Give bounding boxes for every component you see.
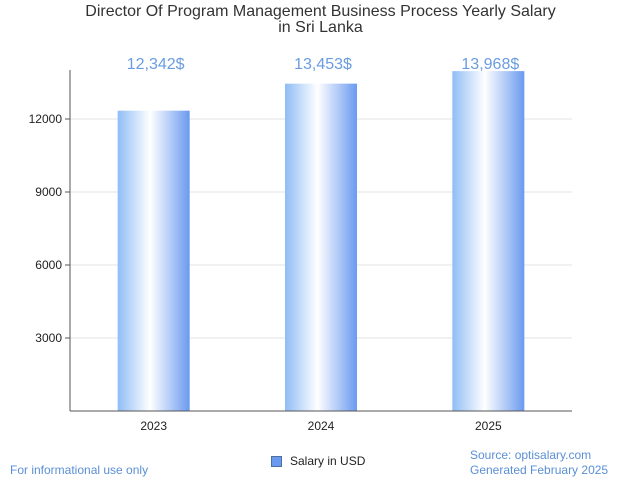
value-labels: 12,342$ 13,453$ 13,968$ [127,56,520,73]
x-tick-labels: 2023 2024 2025 [140,419,502,433]
legend-swatch [271,455,282,467]
chart-title: Director Of Program Management Business … [0,4,641,36]
value-label: 12,342$ [127,56,185,73]
value-label: 13,453$ [294,56,352,73]
y-tick-label: 9000 [35,185,62,199]
legend-label: Salary in USD [290,454,366,468]
chart-title-line-1: Director Of Program Management Business … [85,3,556,20]
generated-text: Generated February 2025 [470,463,609,477]
value-label: 13,968$ [461,56,519,73]
source-text: Source: optisalary.com [470,448,592,462]
bar [117,110,190,411]
y-tick-label: 3000 [35,331,62,345]
x-tick-label: 2024 [308,419,335,433]
y-tick-labels: 3000 6000 9000 12000 [29,112,63,345]
axes-group [69,70,572,412]
disclaimer-text: For informational use only [10,463,149,477]
bar [285,83,357,411]
legend: Salary in USD [271,454,365,468]
chart-title-line-2: in Sri Lanka [278,19,363,36]
x-tick-label: 2023 [140,419,167,433]
source-info: Source: optisalary.com Generated Februar… [470,448,608,478]
bars-group [117,71,525,411]
y-tick-label: 12000 [29,112,63,126]
y-tick-label: 6000 [35,258,62,272]
bar [452,71,525,411]
x-tick-label: 2025 [475,419,502,433]
